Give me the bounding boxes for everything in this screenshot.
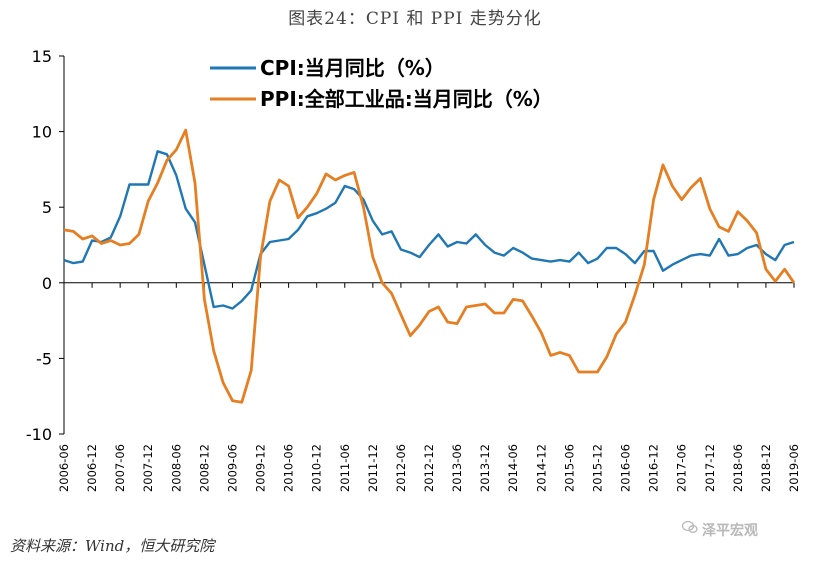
x-tick-label: 2012-06 [394, 444, 408, 492]
x-tick-label: 2007-06 [113, 444, 127, 492]
x-tick-label: 2013-12 [478, 444, 492, 492]
x-tick-label: 2017-06 [675, 444, 689, 492]
x-tick-label: 2014-12 [534, 444, 548, 492]
x-tick-label: 2008-12 [197, 444, 211, 492]
x-tick-label: 2009-06 [225, 444, 239, 492]
x-tick-label: 2014-06 [506, 444, 520, 492]
x-tick-label: 2007-12 [141, 444, 155, 492]
legend-label: CPI:当月同比（%） [260, 56, 445, 80]
x-tick-label: 2012-12 [422, 444, 436, 492]
x-tick-label: 2017-12 [703, 444, 717, 492]
y-tick-label: 5 [42, 198, 52, 217]
x-tick-label: 2010-12 [310, 444, 324, 492]
x-tick-label: 2018-12 [759, 444, 773, 492]
y-tick-label: -10 [26, 425, 52, 444]
line-chart: 15 10 5 0 -5 -10 2006-06 2006-12 2007-06 2007-12 2… [26, 47, 801, 492]
x-tick-label: 2015-12 [590, 444, 604, 492]
x-tick-label: 2011-06 [338, 444, 352, 492]
x-tick-label: 2013-06 [450, 444, 464, 492]
x-tick-label: 2018-06 [731, 444, 745, 492]
x-tick-label: 2006-12 [85, 444, 99, 492]
x-tick-label: 2015-06 [562, 444, 576, 492]
y-tick-label: 10 [32, 123, 52, 142]
x-tick-label: 2009-12 [254, 444, 268, 492]
chart-legend: CPI:当月同比（%） PPI:全部工业品:当月同比（%） [210, 56, 553, 111]
y-tick-label: -5 [36, 349, 52, 368]
watermark-text: 泽平宏观 [702, 523, 758, 539]
x-tick-label: 2010-06 [282, 444, 296, 492]
x-tick-label: 2016-06 [619, 444, 633, 492]
source-note: 资料来源：Wind，恒大研究院 [10, 537, 215, 555]
cpi-series-line [63, 150, 795, 310]
chart-series [63, 128, 796, 404]
x-tick-label: 2006-06 [57, 444, 71, 492]
y-tick-label: 0 [42, 274, 52, 293]
x-tick-label: 2008-06 [169, 444, 183, 492]
chart-axes: 15 10 5 0 -5 -10 2006-06 2006-12 2007-06 2007-12 2… [26, 47, 801, 492]
wechat-bubble-icon [682, 520, 698, 533]
y-tick-label: 15 [32, 47, 52, 66]
x-tick-label: 2019-06 [787, 444, 801, 492]
ppi-series-line [63, 128, 796, 404]
x-tick-label: 2016-12 [647, 444, 661, 492]
legend-label: PPI:全部工业品:当月同比（%） [260, 87, 553, 111]
chart-title: 图表24：CPI 和 PPI 走势分化 [288, 9, 542, 29]
x-tick-label: 2011-12 [366, 444, 380, 492]
